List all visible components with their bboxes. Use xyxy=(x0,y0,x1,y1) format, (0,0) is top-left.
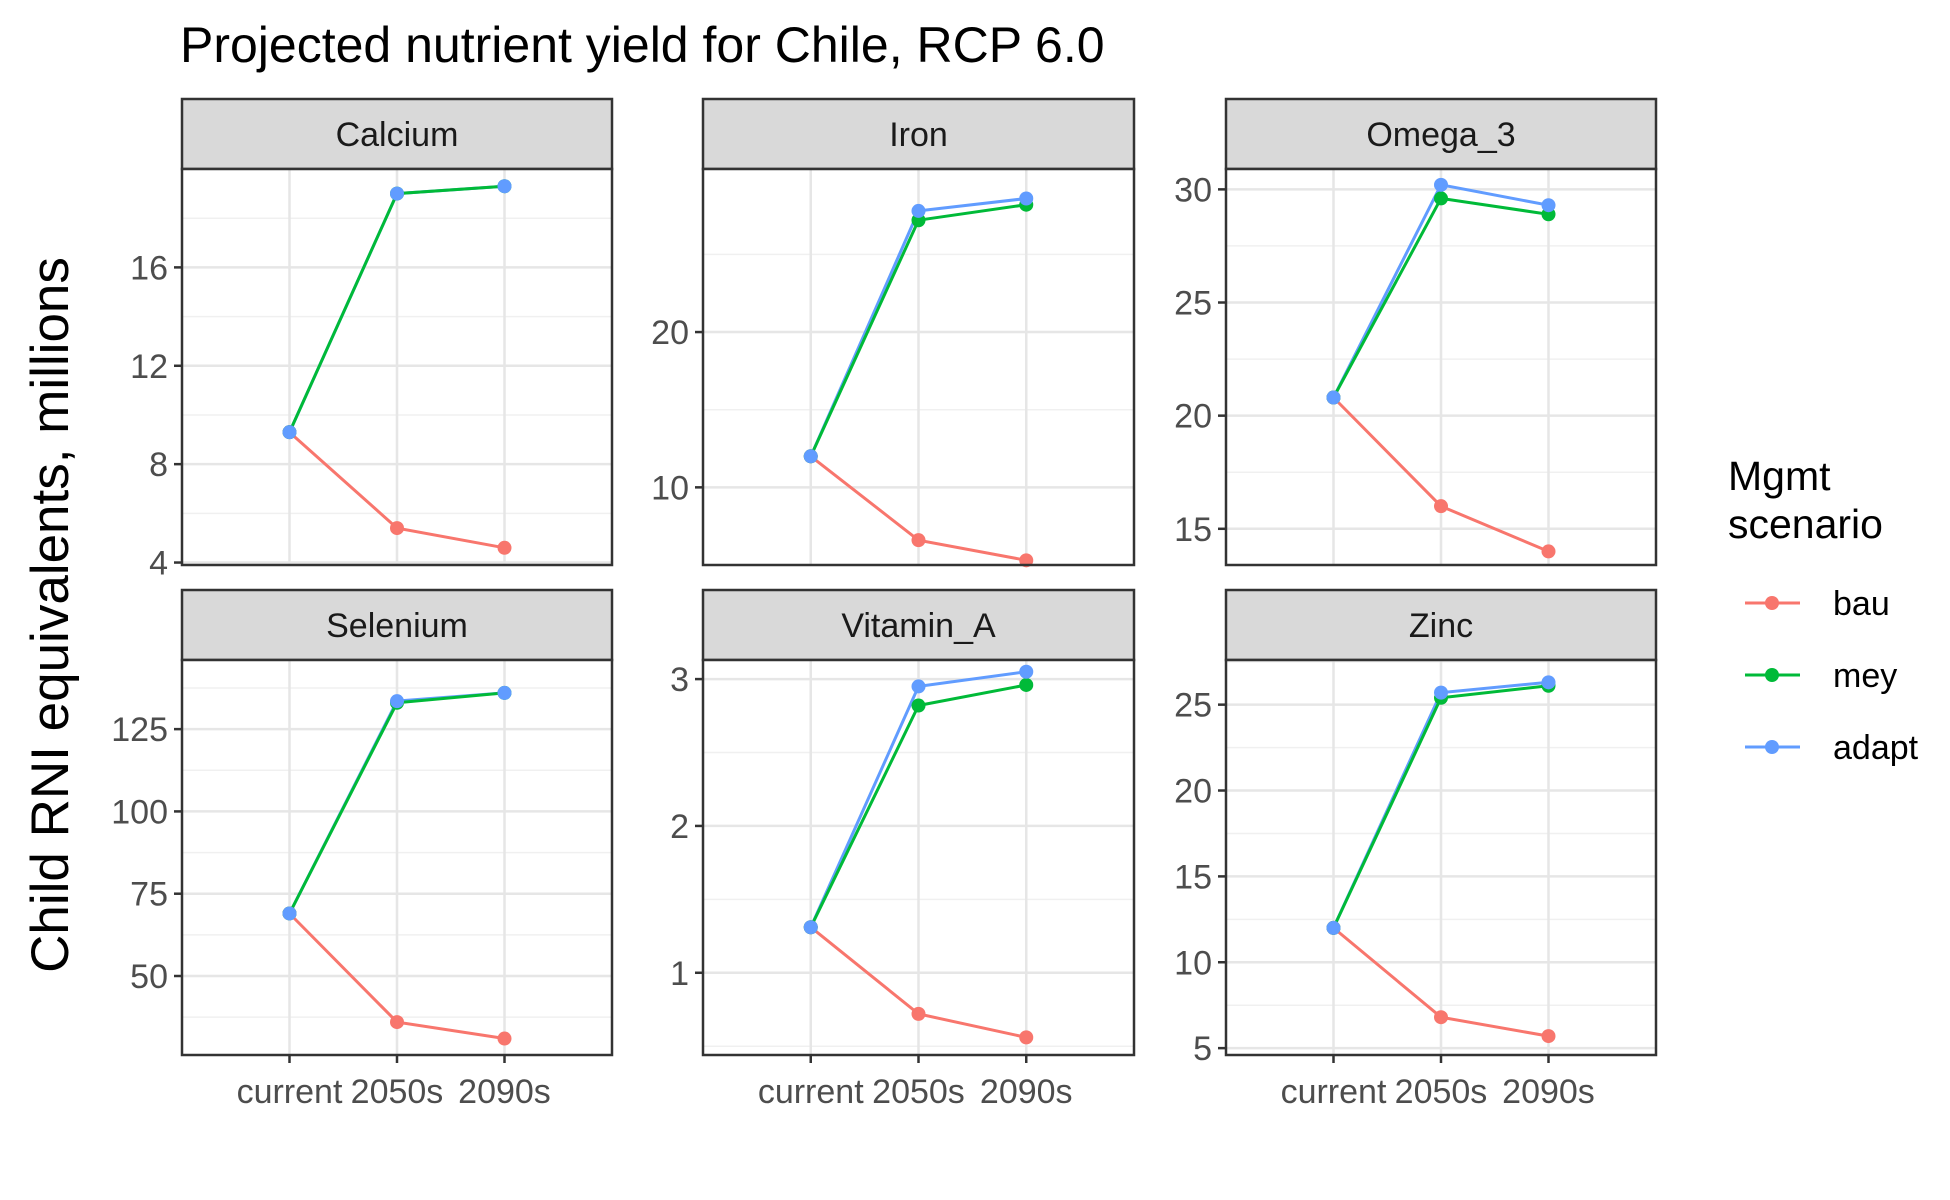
facet-selenium: Selenium 50 75 100 125 current 2050s 2090s xyxy=(111,588,614,1111)
data-point-bau xyxy=(1541,544,1556,559)
x-tick-label: 2050s xyxy=(1395,1073,1488,1111)
facet-vitamin-a: Vitamin_A 1 2 3 current 2050s 2090s xyxy=(670,588,1136,1111)
x-tick-label: current xyxy=(237,1073,343,1111)
data-point-adapt xyxy=(1434,685,1448,700)
data-point-mey xyxy=(911,698,926,713)
data-point-bau xyxy=(911,533,926,548)
facet-strip-label: Selenium xyxy=(326,607,468,645)
data-point-adapt xyxy=(911,203,926,218)
y-tick-label: 30 xyxy=(1174,171,1212,209)
y-tick-label: 10 xyxy=(1174,944,1212,982)
data-point-adapt xyxy=(282,425,297,440)
data-point-bau xyxy=(1434,1010,1448,1025)
legend-title: Mgmt xyxy=(1728,453,1831,499)
facet-strip-label: Zinc xyxy=(1409,607,1473,645)
data-point-adapt xyxy=(497,685,512,700)
data-point-adapt xyxy=(1019,191,1034,206)
data-point-adapt xyxy=(282,906,297,921)
facet-strip-label: Vitamin_A xyxy=(841,607,996,645)
y-tick-label: 20 xyxy=(1174,773,1212,811)
data-point-bau xyxy=(390,521,404,536)
y-tick-label: 16 xyxy=(130,249,168,287)
data-point-adapt xyxy=(1434,177,1448,192)
facet-calcium: Calcium 4 8 12 16 xyxy=(130,97,614,583)
data-point-mey xyxy=(1434,191,1448,206)
y-tick-label: 10 xyxy=(651,469,689,507)
y-tick-label: 50 xyxy=(130,958,168,996)
panel-border xyxy=(1224,167,1658,567)
legend-title: scenario xyxy=(1728,501,1883,547)
data-point-adapt xyxy=(390,186,404,201)
facet-strip xyxy=(701,588,1136,662)
data-point-bau xyxy=(911,1006,926,1021)
panel-border xyxy=(701,167,1136,567)
y-tick-label: 5 xyxy=(1193,1030,1212,1068)
facet-iron: Iron 10 20 xyxy=(651,97,1136,568)
y-tick-label: 100 xyxy=(111,793,168,831)
legend-item-bau: bau xyxy=(1745,585,1890,623)
data-point-adapt xyxy=(1326,920,1341,935)
data-point-adapt xyxy=(1541,198,1556,213)
data-point-adapt xyxy=(803,449,818,464)
y-tick-label: 3 xyxy=(670,661,689,699)
x-tick-label: 2090s xyxy=(1502,1073,1595,1111)
data-point-adapt xyxy=(390,694,404,709)
data-point-adapt xyxy=(911,679,926,694)
facet-strip-label: Iron xyxy=(889,116,948,154)
data-point-bau xyxy=(1541,1029,1556,1044)
data-point-adapt xyxy=(803,920,818,935)
chart-title: Projected nutrient yield for Chile, RCP … xyxy=(180,17,1105,73)
x-tick-label: 2090s xyxy=(458,1073,551,1111)
y-tick-label: 20 xyxy=(651,314,689,352)
y-tick-label: 15 xyxy=(1174,858,1212,896)
x-tick-label: 2050s xyxy=(351,1073,444,1111)
facet-strip xyxy=(701,97,1136,171)
facet-strip xyxy=(180,588,614,662)
data-point-adapt xyxy=(1326,390,1341,405)
facet-strip xyxy=(1224,97,1658,171)
legend-label: adapt xyxy=(1833,729,1919,767)
data-point-adapt xyxy=(1019,664,1034,679)
legend-label: mey xyxy=(1833,657,1897,695)
data-point-bau xyxy=(497,1031,512,1046)
legend-key-point xyxy=(1765,740,1779,754)
y-tick-label: 20 xyxy=(1174,398,1212,436)
legend-label: bau xyxy=(1833,585,1890,623)
data-point-bau xyxy=(390,1015,404,1030)
facet-strip-label: Omega_3 xyxy=(1366,116,1515,154)
y-axis-label: Child RNI equivalents, millions xyxy=(21,257,80,973)
data-point-bau xyxy=(1434,499,1448,514)
y-tick-label: 15 xyxy=(1174,511,1212,549)
facet-strip-label: Calcium xyxy=(336,116,459,154)
legend-item-adapt: adapt xyxy=(1745,729,1919,767)
x-tick-label: current xyxy=(1281,1073,1387,1111)
data-point-bau xyxy=(1019,1030,1034,1045)
data-point-adapt xyxy=(1541,675,1556,690)
x-tick-label: 2090s xyxy=(980,1073,1073,1111)
legend-key-point xyxy=(1765,668,1779,682)
y-tick-label: 1 xyxy=(670,955,689,993)
y-tick-label: 125 xyxy=(111,711,168,749)
y-tick-label: 12 xyxy=(130,348,168,386)
y-tick-label: 4 xyxy=(149,545,168,583)
facet-omega-3: Omega_3 15 20 25 30 xyxy=(1174,97,1658,567)
facet-zinc: Zinc 5 10 15 20 25 current 2050s 2090s xyxy=(1174,588,1658,1111)
data-point-bau xyxy=(497,540,512,555)
x-tick-label: current xyxy=(758,1073,864,1111)
y-tick-label: 25 xyxy=(1174,687,1212,725)
facet-strip xyxy=(180,97,614,171)
y-tick-label: 25 xyxy=(1174,285,1212,323)
y-tick-label: 2 xyxy=(670,808,689,846)
legend-item-mey: mey xyxy=(1745,657,1897,695)
y-tick-label: 8 xyxy=(149,446,168,484)
y-tick-label: 75 xyxy=(130,876,168,914)
data-point-mey xyxy=(1019,677,1034,692)
data-point-adapt xyxy=(497,179,512,194)
x-tick-label: 2050s xyxy=(872,1073,965,1111)
legend-key-point xyxy=(1765,596,1779,610)
facet-panels: Calcium481216Iron1020Omega_315202530Sele… xyxy=(111,97,1658,1111)
